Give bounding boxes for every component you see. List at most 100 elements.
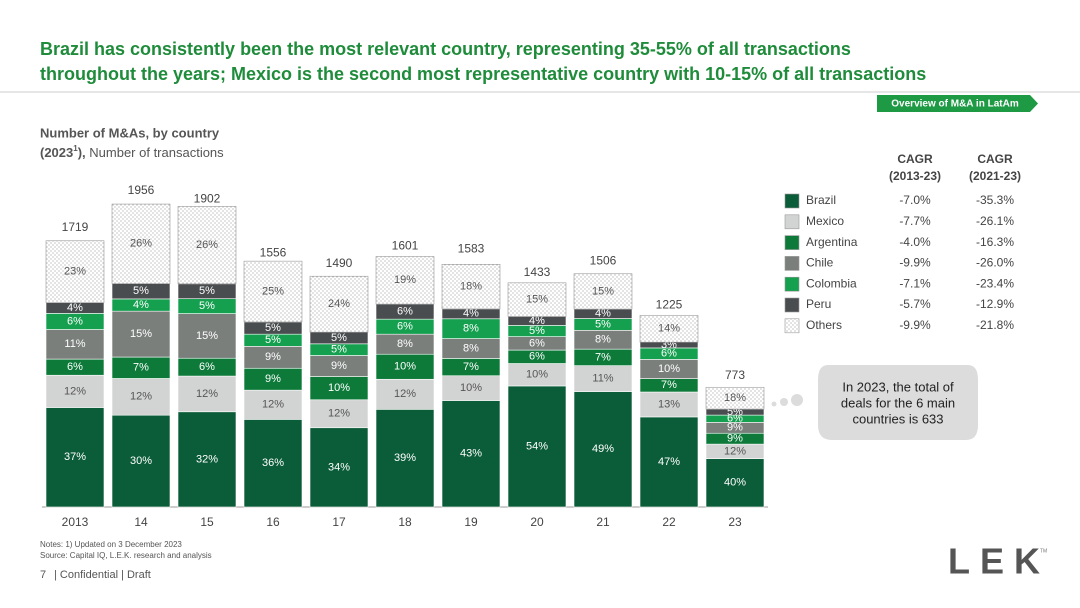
total-label: 1490 [326,256,353,270]
tag-bg [877,95,1038,112]
bar-segment [45,240,105,303]
value-label: 47% [658,456,680,468]
cagr-value: -9.9% [899,256,931,270]
value-label: 10% [658,363,680,375]
value-label: 5% [265,334,281,346]
value-label: 5% [265,322,281,334]
annotation: In 2023, the total of [842,379,954,394]
value-label: 26% [196,239,218,251]
value-label: 10% [394,361,416,373]
bar-segment [639,416,699,508]
bar-segment [573,391,633,508]
bar-segment [45,407,105,508]
total-label: 1583 [458,242,485,256]
value-label: 4% [133,299,149,311]
bar-segment [705,458,765,508]
title-line: Brazil has consistently been the most re… [40,39,851,59]
value-label: 25% [262,285,284,297]
bar-segment [375,378,435,410]
value-label: 19% [394,274,416,286]
page-number: 7 [40,569,46,581]
cagr-value: -7.7% [899,214,931,228]
value-label: 4% [67,302,83,314]
value-label: 8% [463,342,479,354]
legend-label: Argentina [806,235,858,249]
legend-swatch [784,193,800,209]
x-tick-label: 16 [266,515,280,529]
value-label: 10% [328,382,350,394]
bar-segment [375,256,435,305]
bar-segment [507,282,567,317]
annotation: countries is 633 [852,411,943,426]
bar-segment [177,375,237,413]
cagr-value: -16.3% [976,235,1014,249]
bar-segment [705,386,765,410]
value-label: 34% [328,461,350,473]
value-label: 39% [394,452,416,464]
bar-segment [639,391,699,418]
value-label: 24% [328,298,350,310]
bar-segment [309,427,369,508]
value-label: 36% [262,457,284,469]
x-tick-label: 22 [662,515,676,529]
cagr-value: -5.7% [899,297,931,311]
tag: Overview of M&A in LatAm [891,99,1019,110]
value-label: 18% [460,281,482,293]
bar-segment [243,260,303,323]
value-label: 4% [595,308,611,320]
total-label: 1433 [524,265,551,279]
legend-label: Mexico [806,214,844,228]
value-label: 5% [199,285,215,297]
total-label: 1956 [128,183,155,197]
x-tick-label: 18 [398,515,412,529]
legend-label: Others [806,318,842,332]
value-label: 15% [196,330,218,342]
bar-segment [639,315,699,343]
value-label: 54% [526,440,548,452]
total-label: 1225 [656,298,683,312]
subtitle: Number of M&As, by country [40,125,220,140]
total-label: 773 [725,368,745,382]
annotation: deals for the 6 main [841,395,955,410]
value-label: 12% [328,408,350,420]
bar-segment [177,206,237,285]
cagr-header: (2021-23) [969,169,1021,183]
value-label: 7% [133,362,149,374]
legend-swatch [784,214,800,230]
cagr-value: -35.3% [976,193,1014,207]
bar-segment [111,203,171,284]
value-label: 37% [64,451,86,463]
total-label: 1719 [62,220,89,234]
sup: 1 [73,144,78,153]
value-label: 12% [130,391,152,403]
value-label: 6% [397,321,413,333]
value-label: 43% [460,448,482,460]
bar-segment [177,313,237,359]
subtitle2-rest: Number of transactions [86,145,225,160]
x-tick-label: 20 [530,515,544,529]
x-tick-label: 23 [728,515,742,529]
value-label: 8% [595,334,611,346]
value-label: 6% [529,351,545,363]
subtitle2-bold: (2023 [40,145,73,160]
value-label: 9% [727,422,743,434]
value-label: 32% [196,453,218,465]
bar-segment [45,329,105,360]
bar-segment [441,264,501,310]
value-label: 6% [397,306,413,318]
bar-segment [243,389,303,420]
bar-segment [111,310,171,358]
value-label: 49% [592,443,614,455]
logo: LEK [948,541,1050,582]
bar-segment [243,419,303,508]
value-label: 4% [463,308,479,320]
subtitle2: (20231), Number of transactions [40,144,224,160]
value-label: 5% [595,318,611,330]
value-label: 6% [199,361,215,373]
value-label: 6% [727,413,743,425]
bar-segment [375,409,435,508]
legend-swatch [784,256,800,271]
value-label: 14% [658,323,680,335]
value-label: 9% [265,351,281,363]
